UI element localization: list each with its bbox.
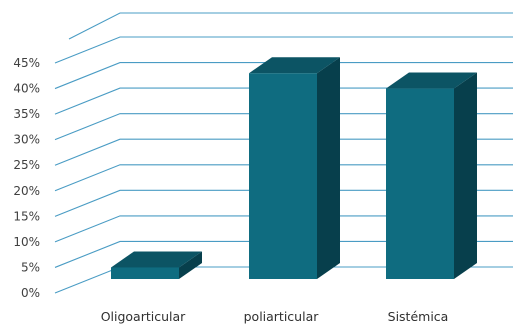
gridline	[54, 189, 513, 217]
bar-top	[249, 57, 340, 74]
y-axis-tick-labels: 0% 5% 10% 15% 20% 25% 30% 35% 40% 45%	[13, 56, 40, 300]
y-tick-label: 20%	[13, 184, 40, 198]
gridline	[54, 87, 513, 115]
y-tick-label: 0%	[21, 286, 40, 300]
gridline	[54, 36, 513, 64]
y-tick-label: 5%	[21, 260, 40, 274]
y-tick-label: 25%	[13, 158, 40, 172]
y-tick-label: 40%	[13, 82, 40, 96]
gridline	[54, 62, 513, 90]
bar-poliarticular	[249, 57, 340, 279]
bar-side	[317, 57, 340, 279]
bar-side	[454, 72, 477, 279]
x-category-label: Oligoarticular	[101, 309, 186, 324]
gridlines	[54, 12, 513, 294]
y-tick-label: 15%	[13, 209, 40, 223]
bar-top	[111, 251, 202, 268]
y-tick-label: 10%	[13, 235, 40, 249]
bar-oligoarticular	[111, 251, 202, 279]
gridline	[54, 138, 513, 166]
y-tick-label: 30%	[13, 133, 40, 147]
gridline	[54, 240, 513, 268]
bar-front	[111, 267, 179, 279]
gridline	[68, 12, 513, 40]
x-category-label: Sistémica	[388, 309, 449, 324]
gridline	[54, 215, 513, 243]
gridline	[54, 164, 513, 192]
x-category-label: poliarticular	[244, 309, 320, 324]
bar-side	[179, 251, 202, 279]
gridline	[54, 113, 513, 141]
bars	[111, 57, 477, 279]
bar-front	[386, 88, 454, 279]
y-tick-label: 45%	[13, 56, 40, 70]
y-tick-label: 35%	[13, 107, 40, 121]
bar-sistémica	[386, 72, 477, 279]
bar-front	[249, 73, 317, 279]
x-axis-category-labels: Oligoarticular poliarticular Sistémica	[101, 309, 449, 324]
bar-top	[386, 72, 477, 89]
